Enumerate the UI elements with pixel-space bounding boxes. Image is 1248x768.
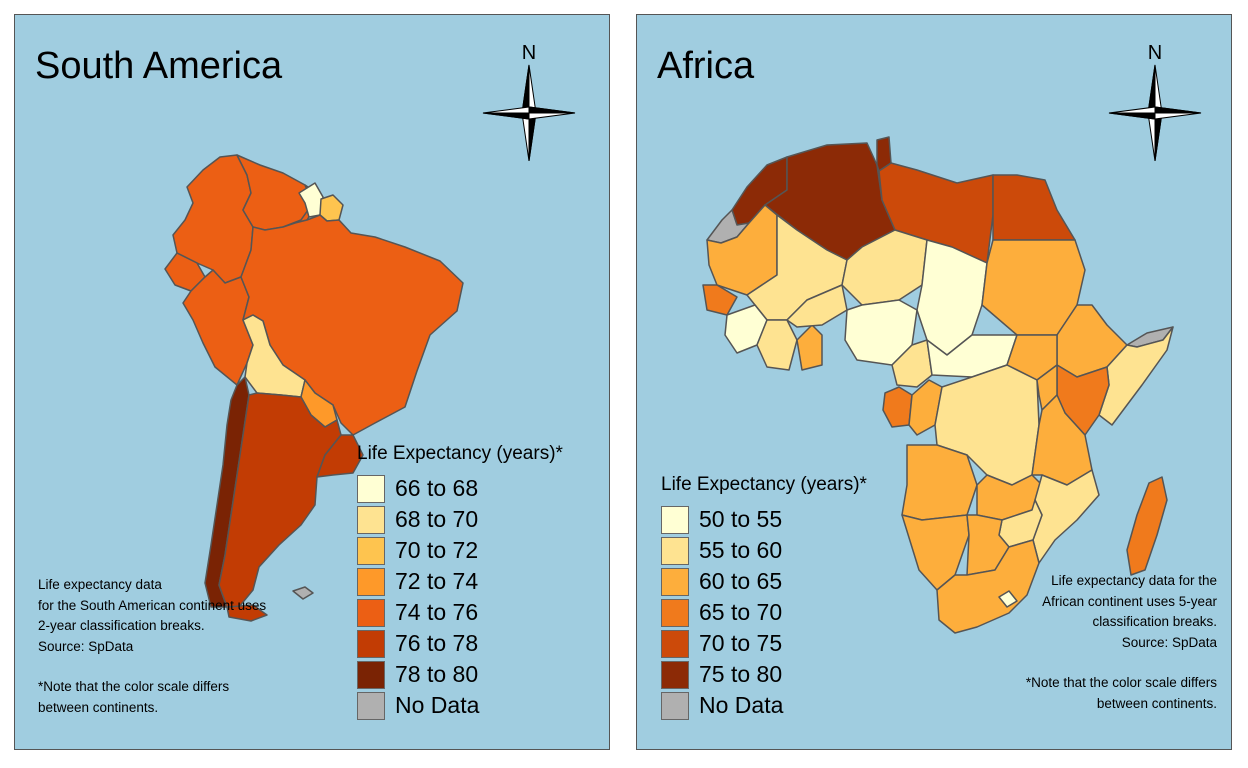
north-arrow-icon: N	[1108, 42, 1202, 162]
legend-item: 66 to 68	[357, 473, 563, 504]
legend-swatch	[357, 691, 385, 720]
legend-item: 70 to 72	[357, 535, 563, 566]
legend-label: 70 to 72	[395, 537, 479, 563]
legend-label: 68 to 70	[395, 506, 479, 532]
disclaimer-line: between continents.	[1096, 695, 1217, 711]
legend-item: 76 to 78	[357, 628, 563, 659]
legend-item: 72 to 74	[357, 566, 563, 597]
disclaimer-line: *Note that the color scale differs	[1025, 675, 1217, 690]
legend-swatch	[661, 505, 689, 534]
legend-label: 55 to 60	[699, 537, 783, 563]
note-line: African continent uses 5-year	[1042, 593, 1217, 609]
legend-title: Life Expectancy (years)*	[357, 443, 563, 464]
legend-swatch	[661, 567, 689, 596]
panel-title: South America	[35, 45, 283, 87]
legend-item: 50 to 55	[661, 504, 867, 535]
legend-swatch	[357, 474, 385, 503]
disclaimer-line: between continents.	[38, 699, 159, 715]
legend-swatch	[661, 598, 689, 627]
legend-item: 78 to 80	[357, 659, 563, 690]
legend-label: No Data	[699, 692, 784, 718]
region-senegal[interactable]	[702, 284, 738, 316]
legend-item: 65 to 70	[661, 597, 867, 628]
region-gabon[interactable]	[882, 386, 913, 428]
region-south-africa[interactable]	[936, 539, 1040, 634]
legend-label: 74 to 76	[395, 599, 479, 625]
legend-item: 60 to 65	[661, 566, 867, 597]
legend-swatch	[661, 660, 689, 689]
legend-label: 65 to 70	[699, 599, 783, 625]
compass: N	[1107, 37, 1203, 166]
legend-item: 55 to 60	[661, 535, 867, 566]
south-america-map-panel: South America N Life Expectancy (years)*…	[14, 14, 610, 750]
region-tierra-del-fuego[interactable]	[226, 604, 268, 622]
legend-title: Life Expectancy (years)*	[661, 474, 867, 495]
legend-label: 60 to 65	[699, 568, 783, 594]
legend-label: 50 to 55	[699, 506, 783, 532]
panel-title: Africa	[657, 45, 755, 87]
note-line: Life expectancy data for the	[1051, 573, 1217, 588]
region-libya[interactable]	[878, 162, 994, 264]
legend-swatch	[661, 629, 689, 658]
legend: Life Expectancy (years)* 66 to 68 68 to 7…	[357, 443, 563, 721]
legend-swatch	[357, 536, 385, 565]
region-angola[interactable]	[901, 444, 978, 521]
legend-item: 68 to 70	[357, 504, 563, 535]
legend-label: 75 to 80	[699, 661, 783, 687]
legend-swatch	[357, 598, 385, 627]
note-line: 2-year classification breaks.	[38, 618, 205, 633]
africa-map-panel: Africa N Life Expectancy (years)* 50 to …	[636, 14, 1232, 750]
legend-item: 74 to 76	[357, 597, 563, 628]
region-uruguay[interactable]	[316, 434, 364, 478]
legend-label: 70 to 75	[699, 630, 783, 656]
south-america-map	[164, 154, 464, 622]
region-tanzania[interactable]	[1031, 394, 1093, 486]
legend-swatch	[661, 691, 689, 720]
north-arrow-icon: N	[482, 42, 576, 162]
compass: N	[481, 37, 577, 166]
region-falklands[interactable]	[292, 586, 314, 600]
data-note: Life expectancy data for the South Ameri…	[38, 575, 266, 718]
region-ghana[interactable]	[796, 324, 823, 371]
note-line: for the South American continent uses	[38, 597, 267, 613]
data-note: Life expectancy data for the African con…	[1026, 571, 1217, 714]
africa-map	[702, 136, 1174, 634]
legend-swatch	[357, 567, 385, 596]
legend-label: 72 to 74	[395, 568, 479, 594]
legend-swatch	[357, 660, 385, 689]
region-somalia[interactable]	[1098, 326, 1174, 426]
region-argentina[interactable]	[218, 392, 342, 608]
region-namibia[interactable]	[901, 514, 970, 591]
note-line: classification breaks.	[1092, 614, 1217, 629]
region-madagascar[interactable]	[1126, 476, 1168, 576]
legend-label: 66 to 68	[395, 475, 479, 501]
legend-swatch	[357, 505, 385, 534]
legend-label: 76 to 78	[395, 630, 479, 656]
legend-swatch	[357, 629, 385, 658]
legend-item: No Data	[661, 690, 867, 721]
legend: Life Expectancy (years)* 50 to 55 55 to 6…	[661, 474, 867, 721]
region-egypt[interactable]	[992, 174, 1076, 241]
compass-label: N	[1148, 42, 1162, 64]
legend-label: 78 to 80	[395, 661, 479, 687]
legend-item: 75 to 80	[661, 659, 867, 690]
region-mozambique[interactable]	[1032, 469, 1100, 564]
compass-label: N	[522, 42, 536, 64]
legend-label: No Data	[395, 692, 480, 718]
legend-item: 70 to 75	[661, 628, 867, 659]
disclaimer-line: *Note that the color scale differs	[38, 679, 230, 694]
legend-swatch	[661, 536, 689, 565]
note-line: Life expectancy data	[38, 577, 162, 592]
region-lesotho[interactable]	[998, 590, 1018, 608]
note-line: Source: SpData	[1121, 634, 1217, 650]
legend-items: 66 to 68 68 to 70 70 to 72 72 to 74 74 to 76…	[357, 473, 563, 721]
note-line: Source: SpData	[38, 638, 134, 654]
legend-item: No Data	[357, 690, 563, 721]
legend-items: 50 to 55 55 to 60 60 to 65 65 to 70 70 to 75…	[661, 504, 867, 721]
